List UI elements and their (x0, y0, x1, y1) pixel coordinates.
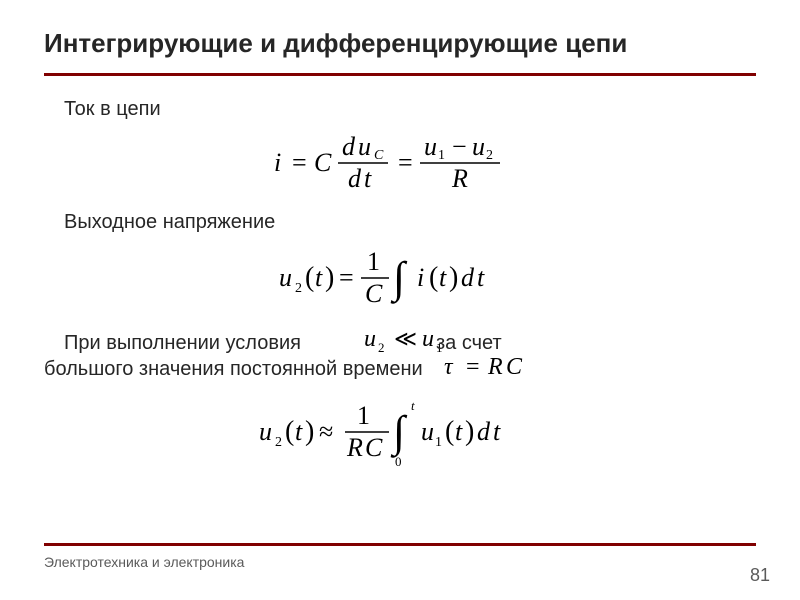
sym-int: ∫ (390, 253, 408, 304)
paren-r2: ) (449, 262, 458, 293)
svg-text:C: C (365, 433, 383, 462)
paren-r: ) (325, 262, 334, 293)
svg-text:u: u (364, 326, 376, 352)
svg-text:=: = (466, 354, 480, 380)
svg-text:2: 2 (275, 435, 282, 450)
svg-text:u: u (259, 417, 272, 446)
page-number: 81 (750, 565, 770, 586)
sym-u2: u (424, 132, 437, 161)
svg-text:C: C (506, 354, 523, 380)
condition-line: При выполнении условия u 2 ≪ u 1 за счет… (44, 328, 756, 384)
svg-text:2: 2 (378, 340, 385, 355)
sym-d: d (461, 263, 475, 292)
svg-text:R: R (487, 354, 503, 380)
sym-sub-c: C (374, 148, 384, 163)
sym-sub2: 2 (295, 281, 302, 296)
condition-text-3: большого значения постоянной времени (44, 358, 423, 381)
sym-t2: t (439, 263, 447, 292)
sym-R: R (451, 164, 468, 193)
sym-u3: u (472, 132, 485, 161)
svg-text:(: ( (285, 416, 294, 447)
sym-eq: = (292, 148, 307, 177)
sym-one: 1 (367, 247, 380, 276)
slide: Интегрирующие и дифференцирующие цепи То… (0, 0, 800, 600)
horizontal-rule-bottom (44, 543, 756, 546)
svg-text:1: 1 (435, 435, 442, 450)
sym-d2: d (348, 164, 362, 193)
sym-i: i (274, 148, 281, 177)
sym-u: u (279, 263, 292, 292)
svg-text:R: R (346, 433, 363, 462)
svg-text:): ) (305, 416, 314, 447)
svg-text:t: t (493, 417, 501, 446)
sym-minus: − (452, 132, 467, 161)
condition-text-1: При выполнении условия (64, 332, 301, 355)
sym-eq: = (339, 263, 354, 292)
svg-text:0: 0 (395, 454, 402, 469)
section-label-1: Ток в цепи (64, 98, 756, 121)
svg-text:∫: ∫ (390, 407, 408, 458)
sym-u1: u (358, 132, 371, 161)
sym-t: t (315, 263, 323, 292)
svg-text:): ) (465, 416, 474, 447)
formula-output-voltage: u 2 ( t ) = 1 C ∫ i ( t ) d t (44, 244, 756, 312)
svg-text:τ: τ (444, 354, 454, 380)
sym-d1: d (342, 132, 356, 161)
svg-text:1: 1 (357, 401, 370, 430)
svg-text:(: ( (445, 416, 454, 447)
svg-text:≈: ≈ (319, 417, 333, 446)
inline-tau: τ = R C (444, 354, 554, 382)
svg-text:t: t (295, 417, 303, 446)
sym-s2: 2 (486, 148, 493, 163)
svg-text:d: d (477, 417, 491, 446)
paren-l2: ( (429, 262, 438, 293)
horizontal-rule-top (44, 73, 756, 76)
sym-s1: 1 (438, 148, 445, 163)
paren-l: ( (305, 262, 314, 293)
sym-t1: t (364, 164, 372, 193)
section-label-2: Выходное напряжение (64, 211, 756, 234)
svg-text:u: u (422, 326, 434, 352)
formula-approx: u 2 ( t ) ≈ 1 R C ∫ t 0 u 1 ( t ) d t (44, 396, 756, 470)
svg-text:u: u (421, 417, 434, 446)
svg-text:≪: ≪ (394, 326, 417, 351)
sym-C: C (314, 148, 332, 177)
footer-text: Электротехника и электроника (44, 554, 244, 570)
sym-eq2: = (398, 148, 413, 177)
condition-text-2: за счет (436, 332, 502, 355)
svg-text:t: t (411, 398, 415, 413)
sym-Cc: C (365, 279, 383, 308)
slide-title: Интегрирующие и дифференцирующие цепи (44, 28, 756, 59)
formula-current: i = C d u C d t = u 1 − u 2 R (44, 131, 756, 195)
svg-text:t: t (455, 417, 463, 446)
sym-t3: t (477, 263, 485, 292)
sym-i: i (417, 263, 424, 292)
